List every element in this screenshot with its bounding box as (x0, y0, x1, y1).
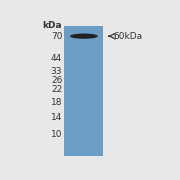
Bar (64, 26, 103, 156)
Text: 10: 10 (51, 130, 62, 139)
Text: 22: 22 (51, 85, 62, 94)
Text: 70: 70 (51, 32, 62, 41)
Text: 18: 18 (51, 98, 62, 107)
Text: 14: 14 (51, 113, 62, 122)
Text: 33: 33 (51, 67, 62, 76)
Ellipse shape (70, 33, 98, 39)
Text: 26: 26 (51, 76, 62, 85)
Text: kDa: kDa (43, 21, 62, 30)
Text: 44: 44 (51, 54, 62, 63)
Text: 60kDa: 60kDa (113, 32, 142, 41)
